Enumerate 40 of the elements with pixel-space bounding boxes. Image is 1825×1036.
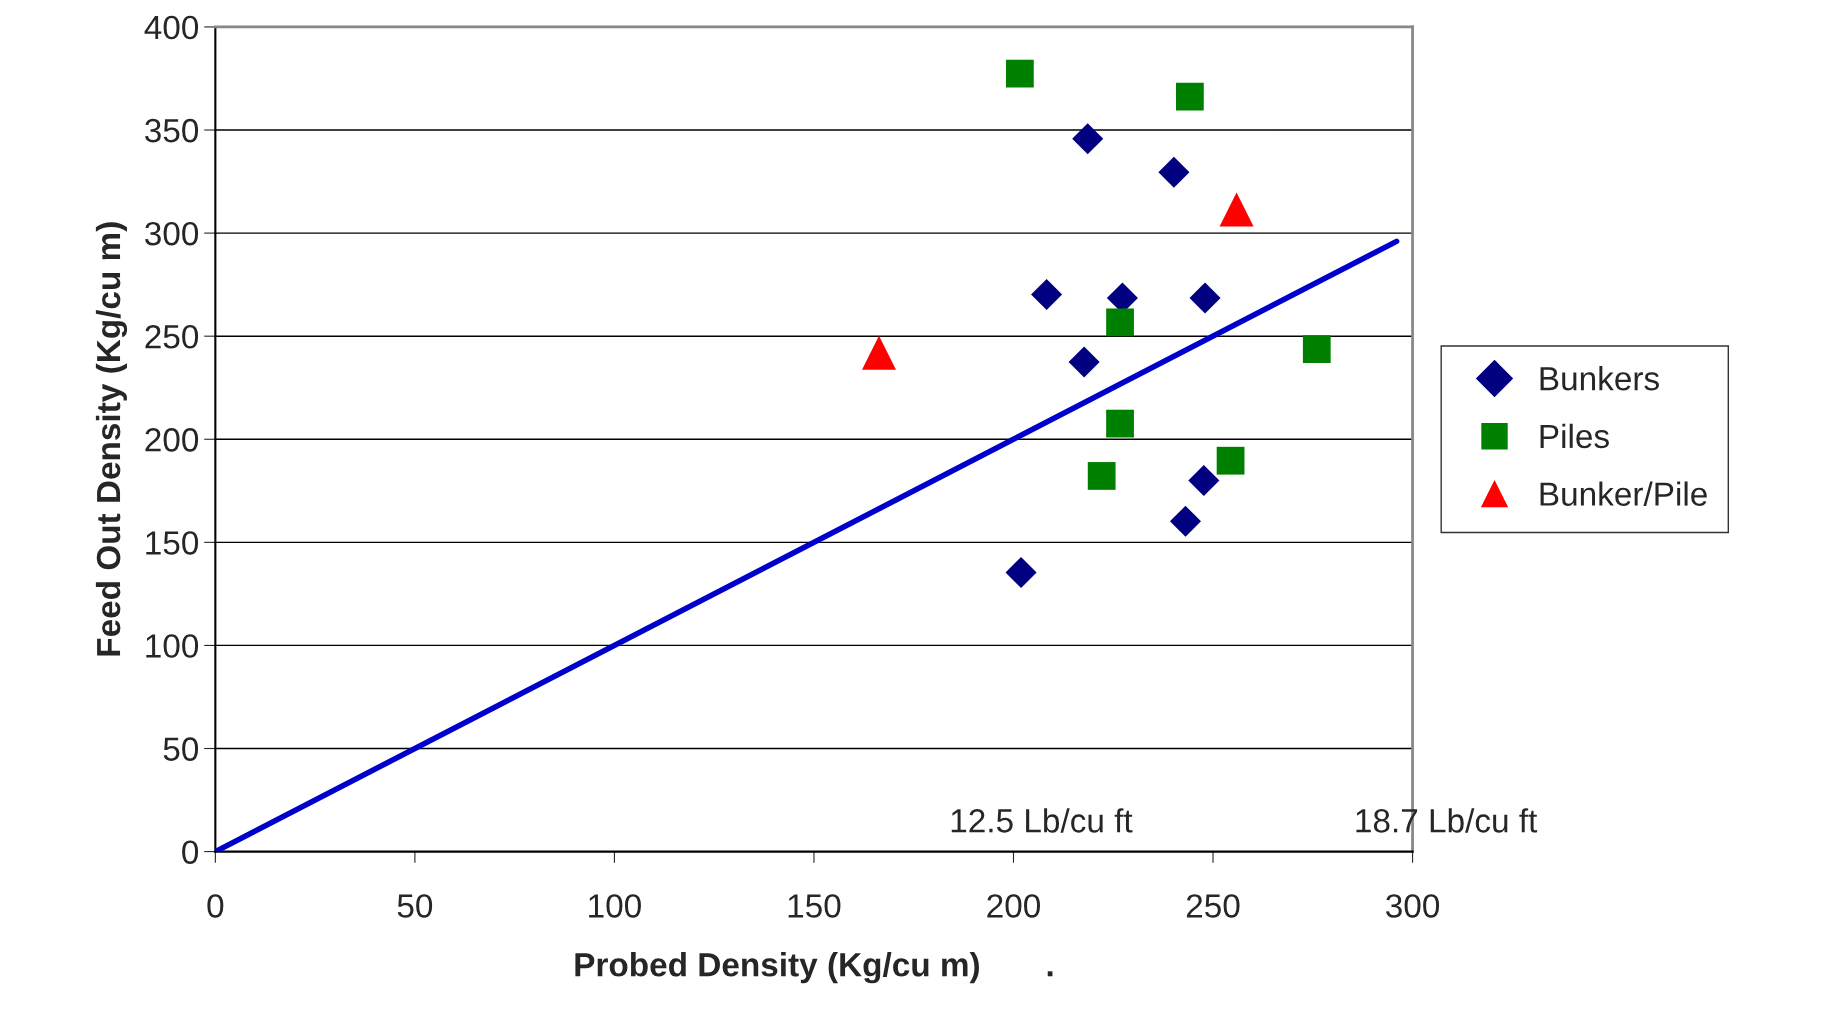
x-tick-label: 200 <box>987 894 1040 918</box>
point <box>1219 192 1254 227</box>
point <box>1169 505 1202 537</box>
y-tick-label: 200 <box>145 428 199 452</box>
y-tick-label: 0 <box>182 840 199 864</box>
y-tick-label: 350 <box>145 118 199 143</box>
x-tick-label: 100 <box>589 894 641 918</box>
point <box>1072 123 1104 155</box>
legend-label: Bunker/Pile <box>1540 481 1707 506</box>
point <box>1106 308 1134 337</box>
y-tick-label: 300 <box>145 221 199 246</box>
point <box>861 335 897 370</box>
point <box>1068 346 1100 378</box>
x-tick-label: 250 <box>1186 894 1240 918</box>
legend-label: Piles <box>1540 423 1609 449</box>
point <box>1106 409 1134 438</box>
y-axis-title: Feed Out Density (Kg/cu m) <box>95 222 128 656</box>
legend-label: Bunkers <box>1540 365 1659 391</box>
y-tick-label: 100 <box>146 634 199 658</box>
y-tick-label: 150 <box>146 531 199 555</box>
x-axis-title: Probed Density (Kg/cu m) . <box>575 952 1053 984</box>
x-tick-label: 150 <box>788 894 841 918</box>
point <box>1189 282 1221 314</box>
point <box>1302 335 1331 364</box>
point <box>1188 464 1220 497</box>
x-tick-label: 50 <box>397 894 433 918</box>
point <box>1031 279 1063 311</box>
point <box>1158 156 1190 188</box>
point <box>1005 59 1034 88</box>
annotation: 18.7 Lb/cu ft <box>1356 808 1538 833</box>
point <box>1175 82 1204 111</box>
x-tick-label: 0 <box>207 894 224 918</box>
y-tick-label: 250 <box>145 324 199 349</box>
y-tick-label: 400 <box>144 15 199 40</box>
point <box>1216 446 1245 475</box>
annotation: 12.5 Lb/cu ft <box>951 808 1133 833</box>
point <box>1005 556 1037 588</box>
x-tick-label: 300 <box>1386 894 1440 918</box>
y-tick-label: 50 <box>163 737 199 761</box>
point <box>1087 462 1116 490</box>
